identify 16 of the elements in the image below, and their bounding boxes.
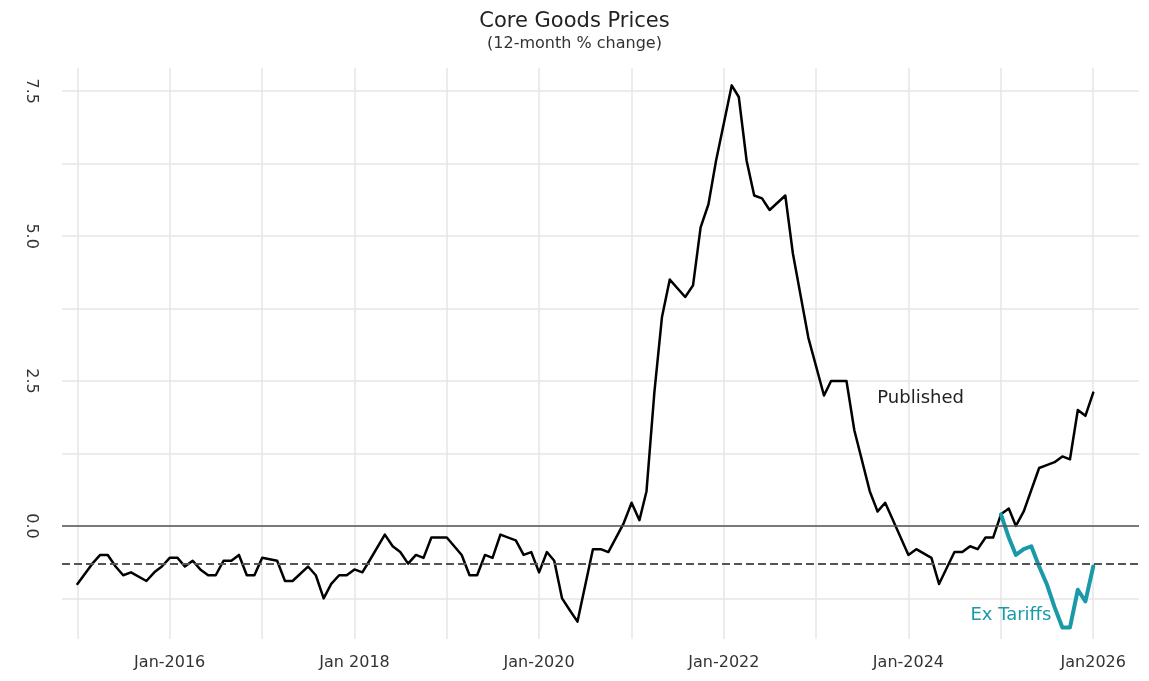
y-tick-label: 7.5: [22, 78, 42, 104]
y-tick-label: 5.0: [22, 223, 42, 249]
line-series: [76, 84, 1095, 623]
series-label: Published: [877, 385, 964, 407]
chart-title: Core Goods Prices: [479, 7, 670, 32]
y-tick-label: 2.5: [22, 368, 42, 394]
y-tick-label: 0.0: [22, 513, 42, 539]
line-series: [998, 512, 1096, 630]
x-tick-label: Jan-2020: [502, 651, 575, 671]
series-label: Ex Tariffs: [970, 602, 1052, 624]
chart-subtitle: (12-month % change): [487, 32, 662, 52]
x-tick-label: Jan-2016: [133, 651, 206, 671]
x-tick-label: Jan 2018: [318, 651, 390, 671]
x-tick-label: Jan-2022: [687, 651, 760, 671]
x-tick-label: Jan2026: [1059, 651, 1126, 671]
x-tick-label: Jan-2024: [871, 651, 945, 671]
